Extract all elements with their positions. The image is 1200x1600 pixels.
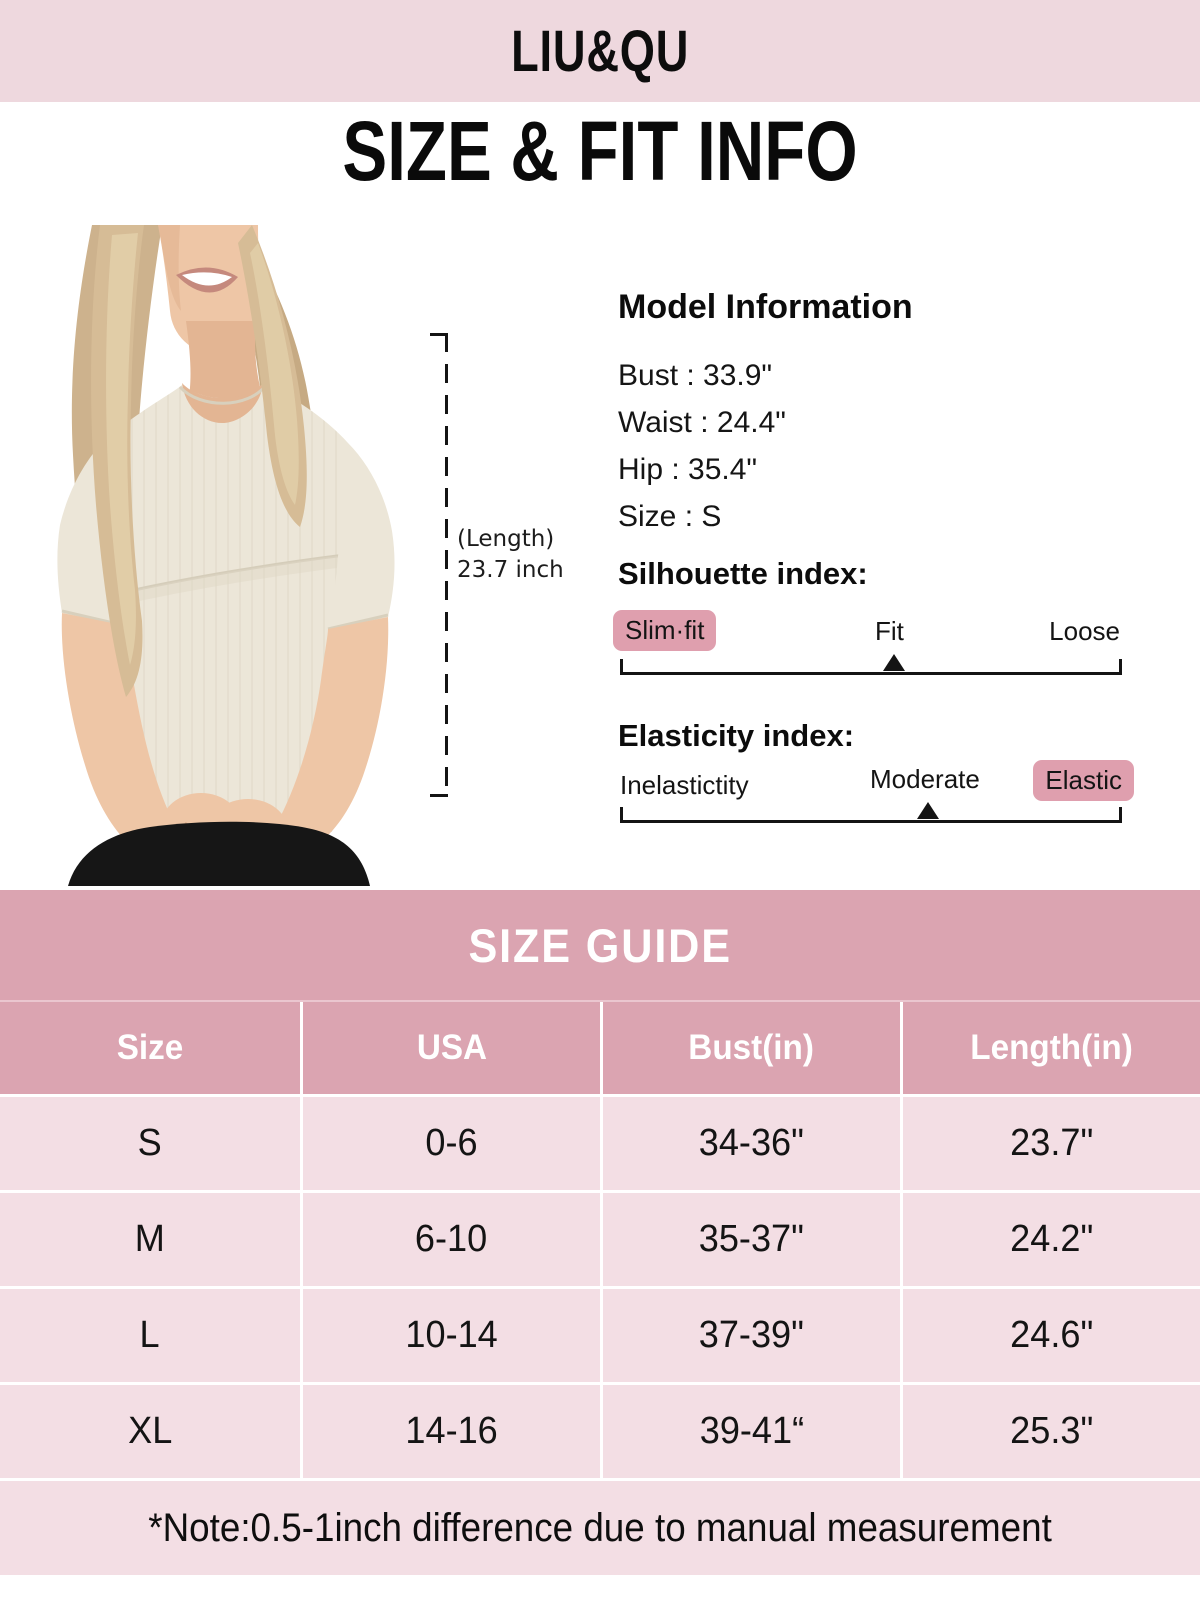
smile-shape: [176, 267, 238, 293]
length-value: 23.7 inch: [457, 557, 564, 583]
column-header-length: Length(in): [900, 1002, 1200, 1094]
brand-logo: LIU&QU: [510, 18, 690, 84]
model-info-size: Size : S: [618, 500, 722, 533]
elasticity-triangle-marker-icon: [917, 802, 939, 819]
silhouette-label-loose: Loose: [1049, 616, 1120, 646]
elasticity-label-moderate: Moderate: [870, 764, 980, 794]
table-cell: 34-36": [600, 1097, 900, 1190]
table-row-s: S 0-6 34-36" 23.7": [0, 1094, 1200, 1190]
model-info-bust: Bust : 33.9": [618, 359, 773, 392]
model-info-waist: Waist : 24.4": [618, 406, 786, 439]
table-cell: 0-6: [300, 1097, 600, 1190]
column-header-bust: Bust(in): [600, 1002, 900, 1094]
model-illustration: [57, 225, 395, 886]
model-photo: [0, 225, 430, 886]
table-cell: 37-39": [600, 1289, 900, 1382]
table-cell: 35-37": [600, 1193, 900, 1286]
table-row-l: L 10-14 37-39" 24.6": [0, 1286, 1200, 1382]
table-cell: 24.2": [900, 1193, 1200, 1286]
model-info-heading: Model Information: [618, 288, 913, 326]
brand-bar: LIU&QU: [0, 0, 1200, 102]
table-cell: 25.3": [900, 1385, 1200, 1478]
elasticity-heading: Elasticity index:: [618, 718, 855, 753]
elasticity-scale: Inelastictity Moderate Elastic: [620, 750, 1134, 832]
silhouette-label-fit: Fit: [875, 616, 904, 646]
table-row-xl: XL 14-16 39-41“ 25.3": [0, 1382, 1200, 1478]
silhouette-scale-line: [620, 659, 1122, 675]
elasticity-scale-line: [620, 807, 1122, 823]
table-cell: L: [139, 1314, 161, 1356]
length-measure-line: [445, 333, 448, 797]
silhouette-triangle-marker-icon: [883, 654, 905, 671]
face-shape: [158, 225, 268, 413]
pants-shape: [68, 821, 370, 886]
silhouette-heading: Silhouette index:: [618, 556, 868, 591]
size-guide-note-row: *Note:0.5-1inch difference due to manual…: [0, 1478, 1200, 1575]
model-info-lines: Bust : 33.9" Waist : 24.4" Hip : 35.4" S…: [618, 352, 786, 540]
elasticity-label-inelasticity: Inelastictity: [620, 770, 749, 800]
column-header-size: Size: [116, 1028, 184, 1067]
hair-front-shape: [91, 225, 307, 697]
table-cell: 24.6": [900, 1289, 1200, 1382]
table-cell: 6-10: [300, 1193, 600, 1286]
table-row-m: M 6-10 35-37" 24.2": [0, 1190, 1200, 1286]
table-cell: 14-16: [300, 1385, 600, 1478]
table-cell: XL: [127, 1410, 173, 1452]
model-info-hip: Hip : 35.4": [618, 453, 758, 486]
size-guide-header-row: Size USA Bust(in) Length(in): [0, 1000, 1200, 1094]
length-annotation: (Length) 23.7 inch: [457, 524, 564, 586]
column-header-usa: USA: [300, 1002, 600, 1094]
length-measure-cap-bottom: [430, 794, 448, 797]
table-cell: M: [134, 1218, 166, 1260]
length-label: (Length): [457, 526, 555, 552]
elasticity-label-elastic: Elastic: [1033, 760, 1134, 801]
silhouette-label-slim-fit: Slim·fit: [613, 610, 717, 651]
table-cell: 39-41“: [600, 1385, 900, 1478]
table-cell: 23.7": [900, 1097, 1200, 1190]
size-guide-section: SIZE GUIDE Size USA Bust(in) Length(in) …: [0, 890, 1200, 1575]
table-cell: S: [137, 1122, 163, 1164]
length-measure-cap-top: [430, 333, 448, 336]
silhouette-scale: Slim·fit Fit Loose: [613, 602, 1122, 684]
page-title: SIZE & FIT INFO: [342, 103, 858, 198]
table-cell: 10-14: [300, 1289, 600, 1382]
size-guide-title: SIZE GUIDE: [468, 918, 732, 972]
size-note: *Note:0.5-1inch difference due to manual…: [148, 1505, 1052, 1550]
size-guide-title-bar: SIZE GUIDE: [0, 890, 1200, 1000]
